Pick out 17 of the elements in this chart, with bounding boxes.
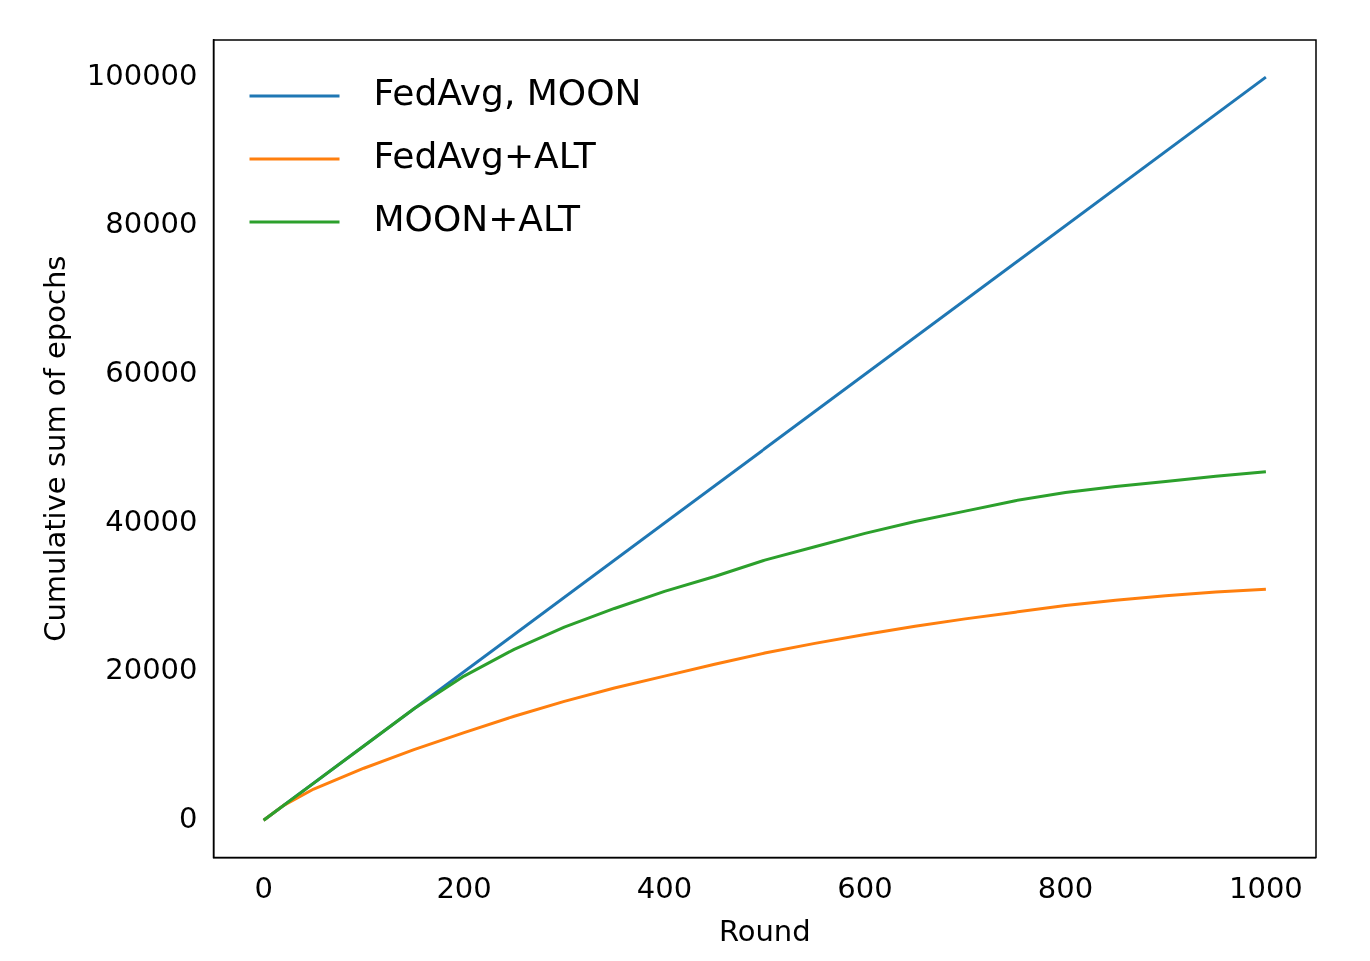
legend-label: FedAvg, MOON — [373, 72, 642, 114]
x-tick-label: 200 — [436, 871, 492, 906]
legend-label: FedAvg+ALT — [373, 135, 597, 177]
y-tick-label: 40000 — [105, 503, 198, 538]
x-tick-label: 400 — [636, 871, 693, 906]
y-tick-label: 80000 — [105, 206, 198, 241]
x-tick-label: 800 — [1037, 871, 1094, 906]
y-tick-label: 0 — [179, 800, 198, 835]
legend-label: MOON+ALT — [373, 198, 582, 240]
y-tick-label: 100000 — [86, 57, 198, 92]
y-tick-label: 20000 — [105, 652, 198, 687]
y-tick-label: 60000 — [105, 354, 198, 389]
x-tick-label: 1000 — [1228, 871, 1303, 906]
x-axis-title: Round — [718, 914, 811, 949]
x-tick-label: 0 — [254, 871, 273, 906]
x-tick-label: 600 — [837, 871, 893, 906]
y-axis-title: Cumulative sum of epochs — [37, 255, 72, 642]
